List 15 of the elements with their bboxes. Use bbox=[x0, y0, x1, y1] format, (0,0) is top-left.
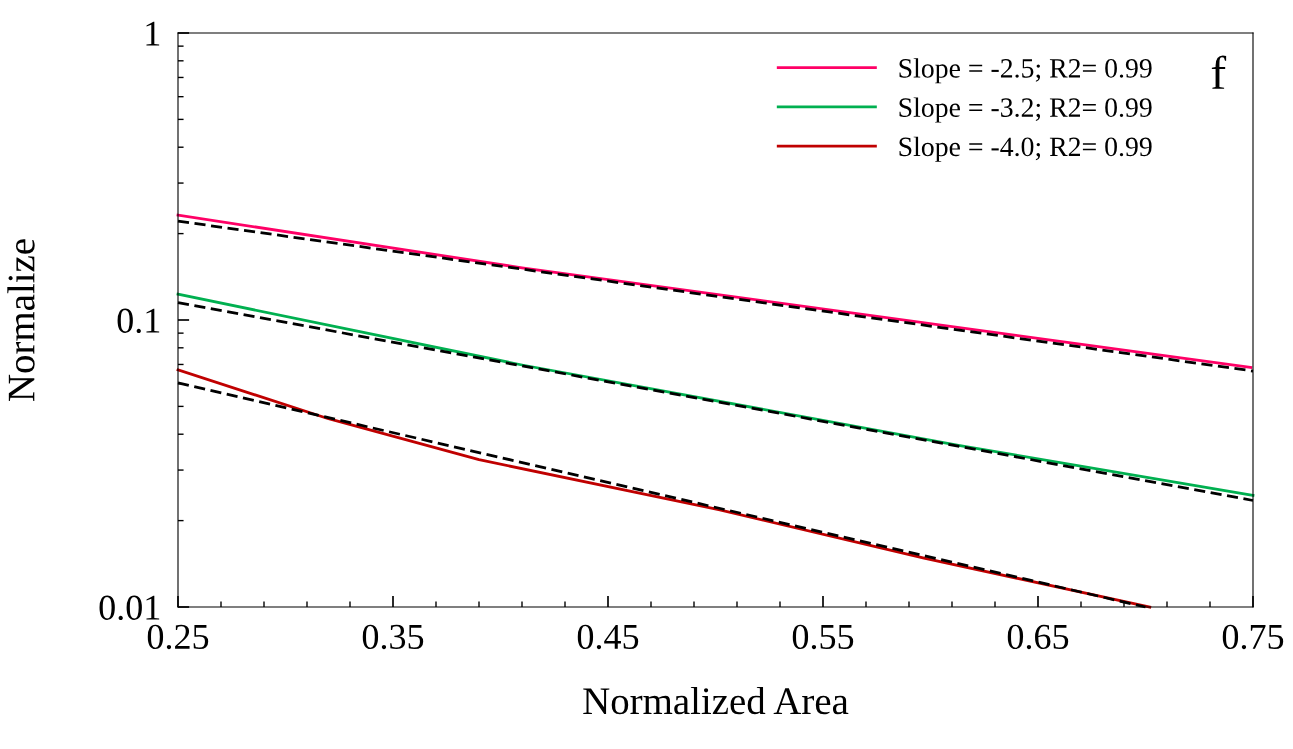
x-tick-label: 0.25 bbox=[147, 624, 209, 650]
legend-label: Slope = -4.0; R2= 0.99 bbox=[899, 136, 1152, 162]
x-tick-label: 0.45 bbox=[577, 624, 639, 650]
x-tick-label: 0.75 bbox=[1222, 624, 1284, 650]
y-tick-label: 0.01 bbox=[99, 595, 160, 621]
legend-label: Slope = -2.5; R2= 0.99 bbox=[899, 58, 1152, 84]
y-axis-title: Normalize bbox=[7, 239, 35, 401]
x-axis-title: Normalized Area bbox=[583, 686, 849, 715]
x-tick-label: 0.35 bbox=[362, 624, 424, 650]
legend-label: Slope = -3.2; R2= 0.99 bbox=[899, 97, 1152, 123]
y-tick-label: 0.1 bbox=[117, 308, 160, 334]
x-tick-label: 0.65 bbox=[1007, 624, 1069, 650]
x-tick-label: 0.55 bbox=[792, 624, 854, 650]
annotation: f bbox=[1211, 55, 1227, 89]
y-tick-label: 1 bbox=[146, 21, 160, 46]
